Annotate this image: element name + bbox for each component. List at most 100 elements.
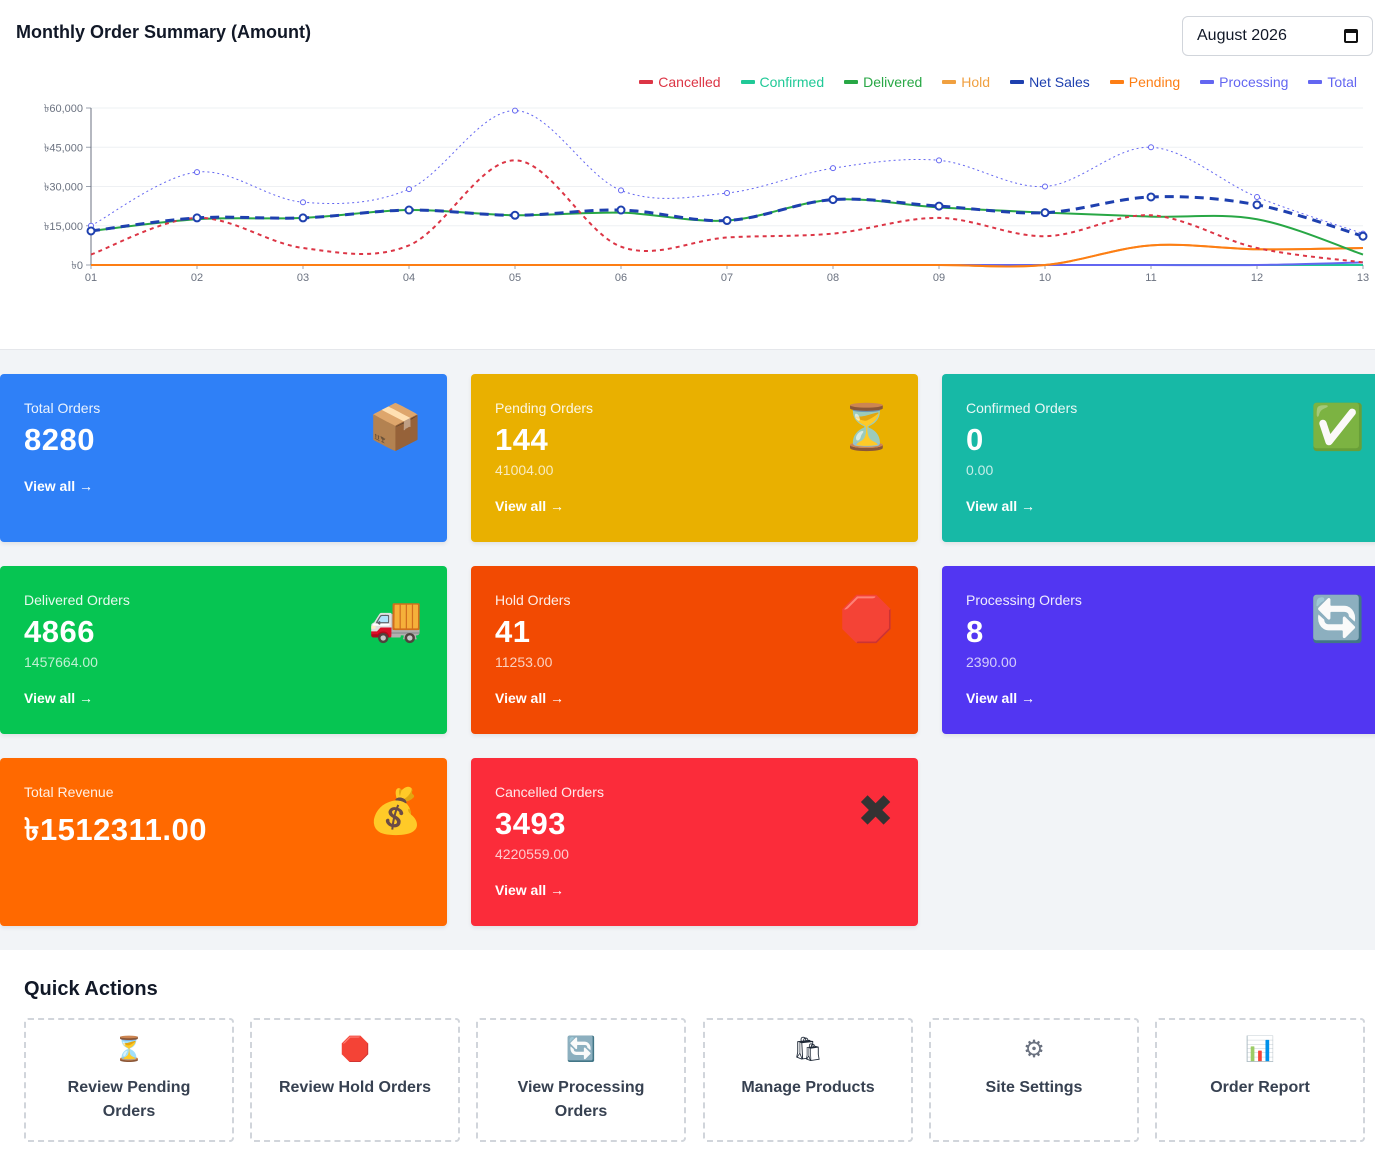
data-point xyxy=(510,210,520,220)
legend-label: Processing xyxy=(1219,74,1289,90)
card-label: Cancelled Orders xyxy=(495,784,604,800)
legend-item[interactable]: Delivered xyxy=(844,74,922,90)
x-tick-label: 02 xyxy=(191,272,203,284)
manage-products-button[interactable]: 🛍 Manage Products xyxy=(703,1018,913,1142)
view-all-link[interactable]: View all → xyxy=(495,882,564,898)
card-value: 8280 xyxy=(24,422,95,457)
legend-label: Net Sales xyxy=(1029,74,1090,90)
cross-mark-icon: ✖ xyxy=(857,787,894,836)
refresh-icon: 🔄 xyxy=(566,1036,596,1063)
data-point xyxy=(828,195,838,205)
check-mark-icon: ✅ xyxy=(1310,403,1365,452)
card-cancelled-orders[interactable]: Cancelled Orders 3493 4220559.00 View al… xyxy=(471,758,918,926)
package-icon: 📦 xyxy=(368,403,423,452)
card-value: ৳1512311.00 xyxy=(24,812,208,847)
data-point xyxy=(512,107,518,114)
x-tick-label: 03 xyxy=(297,272,309,284)
line-chart: ৳0 ৳15,000 ৳30,000 ৳45,000 ৳60,000 01 02 03 04 05… xyxy=(44,103,1369,284)
card-label: Processing Orders xyxy=(966,592,1082,608)
legend-item[interactable]: Processing xyxy=(1200,74,1288,90)
data-point xyxy=(406,186,412,193)
stop-sign-icon: 🛑 xyxy=(839,595,894,644)
card-label: Total Orders xyxy=(24,400,101,416)
data-point xyxy=(1040,208,1050,218)
card-amount: 2390.00 xyxy=(966,654,1017,670)
legend-item[interactable]: Total xyxy=(1308,74,1357,90)
data-point xyxy=(298,213,308,223)
chart-legend: Cancelled Confirmed Delivered Hold Net Sales… xyxy=(639,74,1357,90)
view-all-link[interactable]: View all → xyxy=(24,478,93,494)
x-tick-label: 13 xyxy=(1357,272,1369,284)
data-point xyxy=(830,165,836,172)
series-line-delivered xyxy=(90,198,1364,256)
card-value: 8 xyxy=(966,614,984,649)
data-point xyxy=(618,187,624,194)
order-report-button[interactable]: 📊 Order Report xyxy=(1155,1018,1365,1142)
series-line-pending xyxy=(90,243,1364,268)
legend-swatch xyxy=(1200,80,1215,84)
review-pending-orders-button[interactable]: ⏳ Review Pending Orders xyxy=(24,1018,234,1142)
card-total-orders[interactable]: Total Orders 8280 View all → 📦 xyxy=(0,374,447,542)
y-tick-label: ৳0 xyxy=(71,260,83,272)
x-tick-label: 05 xyxy=(509,272,521,284)
series-line-cancelled xyxy=(90,159,1364,264)
review-hold-orders-button[interactable]: 🛑 Review Hold Orders xyxy=(250,1018,460,1142)
legend-label: Confirmed xyxy=(759,74,825,90)
card-delivered-orders[interactable]: Delivered Orders 4866 1457664.00 View al… xyxy=(0,566,447,734)
view-all-link[interactable]: View all → xyxy=(966,690,1035,706)
data-point xyxy=(1358,231,1368,241)
card-value: 4866 xyxy=(24,614,95,649)
legend-item[interactable]: Net Sales xyxy=(1010,74,1090,90)
bar-chart-icon: 📊 xyxy=(1245,1036,1275,1063)
x-tick-label: 09 xyxy=(933,272,945,284)
chart-title: Monthly Order Summary (Amount) xyxy=(16,22,312,42)
data-point xyxy=(1254,193,1260,200)
legend-label: Pending xyxy=(1128,74,1181,90)
data-point xyxy=(722,216,732,226)
legend-label: Total xyxy=(1327,74,1357,90)
card-processing-orders[interactable]: Processing Orders 8 2390.00 View all → 🔄 xyxy=(942,566,1375,734)
chart-panel: Monthly Order Summary (Amount) August 20… xyxy=(0,0,1375,350)
x-tick-label: 10 xyxy=(1039,272,1051,284)
card-amount: 11253.00 xyxy=(495,654,553,670)
card-pending-orders[interactable]: Pending Orders 144 41004.00 View all → ⏳ xyxy=(471,374,918,542)
card-label: Total Revenue xyxy=(24,784,114,800)
legend-swatch xyxy=(1308,80,1323,84)
refresh-icon: 🔄 xyxy=(1310,595,1365,644)
legend-label: Hold xyxy=(961,74,991,90)
x-tick-label: 08 xyxy=(827,272,839,284)
data-point xyxy=(1042,183,1048,190)
quick-action-label: Review Hold Orders xyxy=(278,1079,432,1096)
data-point xyxy=(936,157,942,164)
delivery-truck-icon: 🚚 xyxy=(368,595,423,644)
series-line-total xyxy=(90,110,1364,235)
month-picker[interactable]: August 2026 xyxy=(1182,16,1373,56)
quick-action-label: Review Pending Orders xyxy=(67,1079,191,1120)
card-label: Delivered Orders xyxy=(24,592,130,608)
legend-label: Cancelled xyxy=(658,74,721,90)
card-hold-orders[interactable]: Hold Orders 41 11253.00 View all → 🛑 xyxy=(471,566,918,734)
site-settings-button[interactable]: ⚙ Site Settings xyxy=(929,1018,1139,1142)
data-point xyxy=(616,205,626,215)
card-confirmed-orders[interactable]: Confirmed Orders 0 0.00 View all → ✅ xyxy=(942,374,1375,542)
quick-action-label: Order Report xyxy=(1210,1079,1310,1096)
legend-item[interactable]: Cancelled xyxy=(639,74,721,90)
view-processing-orders-button[interactable]: 🔄 View Processing Orders xyxy=(476,1018,686,1142)
view-all-link[interactable]: View all → xyxy=(966,498,1035,514)
stop-sign-icon: 🛑 xyxy=(340,1036,370,1063)
calendar-icon[interactable] xyxy=(1344,29,1358,43)
legend-item[interactable]: Pending xyxy=(1109,74,1181,90)
legend-item[interactable]: Hold xyxy=(942,74,990,90)
card-amount: 41004.00 xyxy=(495,462,554,478)
view-all-link[interactable]: View all → xyxy=(495,690,564,706)
y-tick-label: ৳30,000 xyxy=(44,182,83,194)
x-tick-label: 01 xyxy=(85,272,97,284)
data-point xyxy=(404,205,414,215)
legend-item[interactable]: Confirmed xyxy=(740,74,825,90)
card-value: 41 xyxy=(495,614,531,649)
view-all-link[interactable]: View all → xyxy=(24,690,93,706)
quick-action-label: Manage Products xyxy=(741,1079,875,1096)
view-all-link[interactable]: View all → xyxy=(495,498,564,514)
data-point xyxy=(1252,200,1262,210)
legend-swatch xyxy=(844,80,859,84)
